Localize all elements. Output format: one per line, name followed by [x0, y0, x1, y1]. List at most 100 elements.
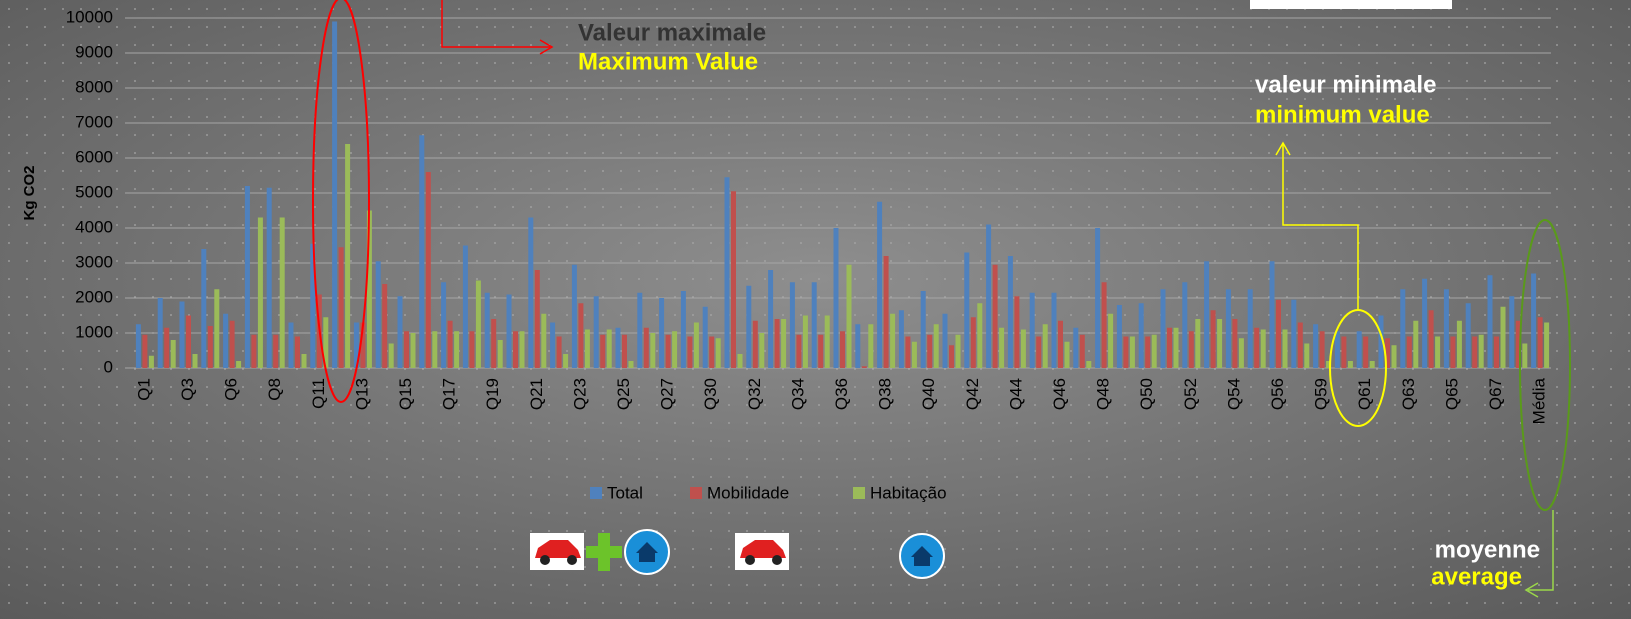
- x-tick-label: Q17: [440, 378, 459, 410]
- bar: [1370, 361, 1375, 368]
- x-tick-label: Q61: [1355, 378, 1374, 410]
- bar: [280, 218, 285, 369]
- bar: [1182, 282, 1187, 368]
- x-tick-label: Q59: [1312, 378, 1331, 410]
- bar: [454, 331, 459, 368]
- x-tick-label: Q19: [483, 378, 502, 410]
- bar: [201, 249, 206, 368]
- bar: [1102, 282, 1107, 368]
- bar: [563, 354, 568, 368]
- bar: [1058, 321, 1063, 368]
- y-axis-label: Kg CO2: [21, 165, 38, 220]
- bar: [258, 218, 263, 369]
- bar: [1501, 307, 1506, 368]
- bar: [1392, 345, 1397, 368]
- bar: [1254, 328, 1259, 368]
- bar: [332, 22, 337, 369]
- bar: [644, 328, 649, 368]
- bar: [629, 361, 634, 368]
- bar: [1531, 274, 1536, 369]
- bar: [1152, 335, 1157, 368]
- annotation: Maximum Value: [578, 48, 758, 75]
- bar: [803, 316, 808, 369]
- bar: [1226, 289, 1231, 368]
- bar: [993, 265, 998, 368]
- bar: [180, 302, 185, 369]
- x-tick-label: Q27: [658, 378, 677, 410]
- bar: [607, 330, 612, 369]
- bar: [666, 335, 671, 368]
- bar: [345, 144, 350, 368]
- bar: [600, 335, 605, 368]
- x-tick-label: Q50: [1137, 378, 1156, 410]
- bar: [1522, 344, 1527, 369]
- bar: [1435, 337, 1440, 369]
- bar: [389, 344, 394, 369]
- bar: [476, 281, 481, 369]
- bar: [1036, 337, 1041, 369]
- bar: [1030, 293, 1035, 368]
- bar: [550, 323, 555, 369]
- x-tick-label: Q8: [265, 378, 284, 401]
- bar: [927, 335, 932, 368]
- bar: [1538, 317, 1543, 368]
- bar: [1472, 337, 1477, 369]
- bar: [1335, 331, 1340, 368]
- home-icon: [900, 534, 944, 578]
- bar: [818, 335, 823, 368]
- x-tick-label: Q13: [352, 378, 371, 410]
- bar: [1407, 337, 1412, 369]
- x-tick-label: Q67: [1486, 378, 1505, 410]
- bar: [441, 282, 446, 368]
- y-tick-label: 3000: [75, 252, 113, 271]
- legend-label: Mobilidade: [707, 483, 789, 502]
- bar: [171, 340, 176, 368]
- bar: [572, 265, 577, 368]
- bar: [1304, 344, 1309, 369]
- annotation: Valeur maximale: [578, 19, 766, 46]
- bar: [622, 335, 627, 368]
- bar: [868, 324, 873, 368]
- bar: [164, 328, 169, 368]
- bar: [557, 337, 562, 369]
- bar: [382, 284, 387, 368]
- bar: [1145, 337, 1150, 369]
- bar: [986, 225, 991, 369]
- bar: [1139, 303, 1144, 368]
- bar: [158, 298, 163, 368]
- bar: [535, 270, 540, 368]
- bar: [419, 135, 424, 368]
- bar: [1086, 361, 1091, 368]
- bar: [847, 265, 852, 368]
- bar: [149, 356, 154, 368]
- annotation: moyenne: [1435, 536, 1540, 563]
- bar: [136, 324, 141, 368]
- bar: [1189, 331, 1194, 368]
- bar: [694, 323, 699, 369]
- bar: [513, 331, 518, 368]
- x-tick-label: Q32: [745, 378, 764, 410]
- bar: [528, 218, 533, 369]
- bar: [1117, 305, 1122, 368]
- bar: [1488, 275, 1493, 368]
- bar: [578, 303, 583, 368]
- bar: [1130, 337, 1135, 369]
- bar: [142, 335, 147, 368]
- bar: [1298, 323, 1303, 369]
- car-icon: [530, 533, 584, 570]
- y-tick-label: 1000: [75, 322, 113, 341]
- bar: [775, 319, 780, 368]
- x-tick-label: Q40: [919, 378, 938, 410]
- bar: [840, 331, 845, 368]
- x-tick-label: Q3: [178, 378, 197, 401]
- x-tick-label: Q63: [1399, 378, 1418, 410]
- bar: [781, 319, 786, 368]
- bar: [731, 191, 736, 368]
- bar: [1014, 296, 1019, 368]
- bar: [289, 323, 294, 369]
- y-tick-label: 8000: [75, 77, 113, 96]
- bar: [921, 291, 926, 368]
- bar: [1021, 330, 1026, 369]
- bar: [273, 335, 278, 368]
- legend-swatch: [590, 487, 602, 499]
